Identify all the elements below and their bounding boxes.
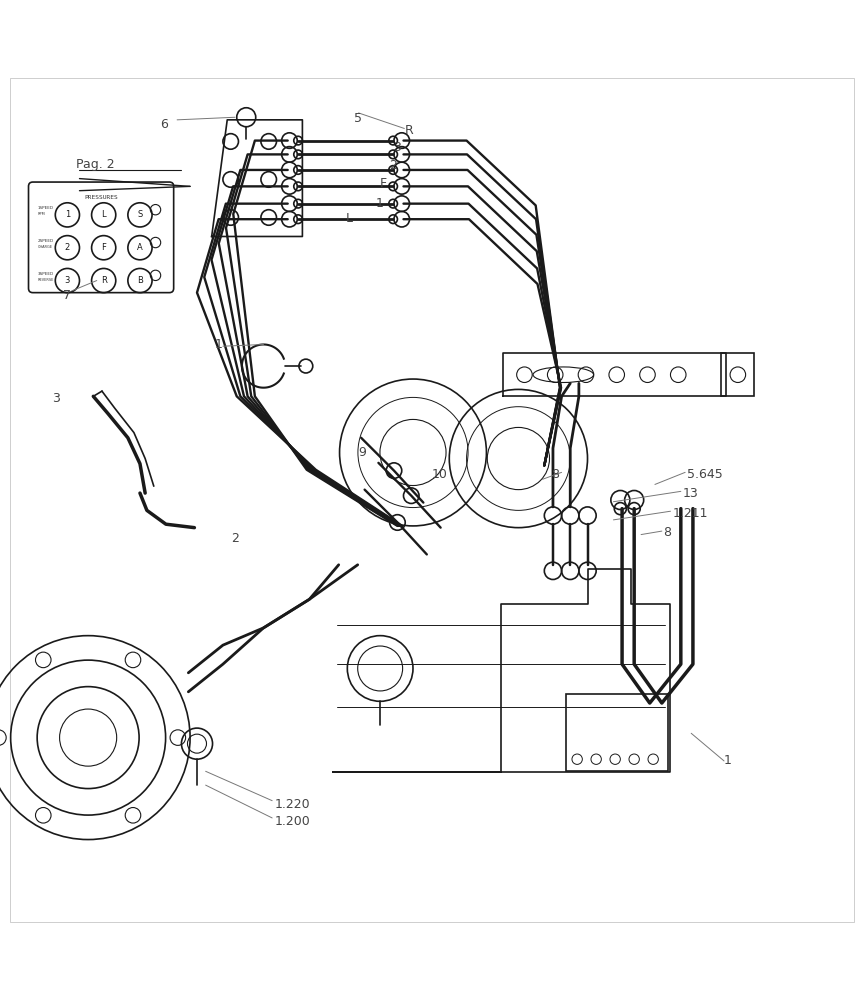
Text: 2: 2	[232, 532, 239, 545]
Text: 1SPEED: 1SPEED	[38, 206, 54, 210]
Text: 2SPEED: 2SPEED	[38, 239, 54, 243]
Text: 1: 1	[724, 754, 732, 767]
Text: 3: 3	[52, 392, 60, 405]
Text: 7: 7	[63, 289, 71, 302]
Text: PRESSURES: PRESSURES	[84, 195, 118, 200]
Text: 3: 3	[393, 141, 401, 154]
Text: 9: 9	[359, 446, 366, 459]
Text: 8: 8	[664, 526, 671, 539]
Text: R: R	[101, 276, 106, 285]
Text: F: F	[101, 243, 106, 252]
Text: 1: 1	[65, 210, 70, 219]
Text: 3: 3	[65, 276, 70, 285]
Text: 5: 5	[354, 112, 362, 125]
Text: 6: 6	[160, 118, 168, 131]
Text: L: L	[346, 212, 353, 225]
Text: 1.220: 1.220	[275, 798, 310, 811]
FancyBboxPatch shape	[29, 182, 174, 293]
Text: 1.211: 1.211	[672, 507, 708, 520]
Text: R: R	[404, 124, 413, 137]
Bar	[721, 353, 754, 396]
Text: 5.645: 5.645	[687, 468, 722, 481]
Text: 13: 13	[683, 487, 698, 500]
Text: 1: 1	[376, 197, 384, 210]
Text: F: F	[380, 177, 387, 190]
Bar	[566, 694, 668, 771]
Text: 2: 2	[389, 159, 397, 172]
Text: Pag. 2: Pag. 2	[76, 158, 115, 171]
Text: REVERSE: REVERSE	[38, 278, 54, 282]
Text: A: A	[137, 243, 143, 252]
Text: 1: 1	[214, 338, 222, 351]
Text: RPM: RPM	[38, 212, 46, 216]
Text: L: L	[101, 210, 106, 219]
Text: S: S	[137, 210, 143, 219]
Text: 1.200: 1.200	[275, 815, 310, 828]
Text: CHARGE: CHARGE	[38, 245, 53, 249]
Text: 10: 10	[432, 468, 448, 481]
Text: B: B	[137, 276, 143, 285]
Text: 8: 8	[551, 468, 559, 481]
Text: 3SPEED: 3SPEED	[38, 272, 54, 276]
Text: 2: 2	[65, 243, 70, 252]
